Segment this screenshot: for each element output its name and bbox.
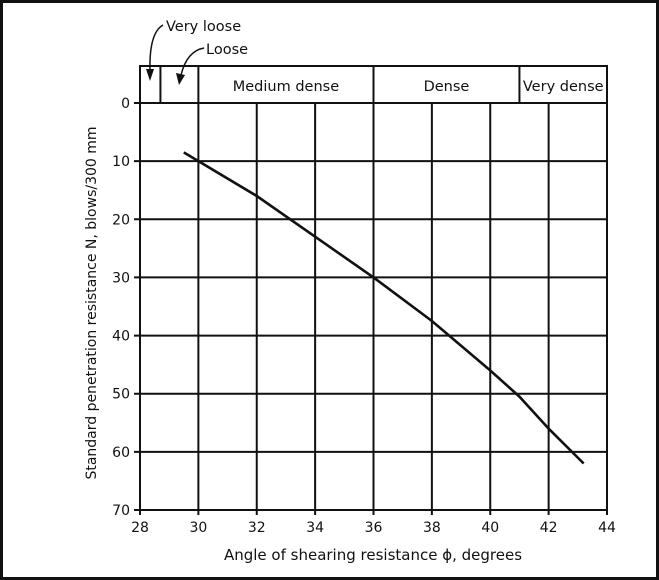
very-loose-arrow: [149, 24, 164, 72]
y-tick-label: 10: [112, 154, 130, 170]
y-tick-label: 50: [112, 387, 130, 403]
y-axis-label: Standard penetration resistance N, blows…: [84, 126, 100, 479]
zone-label: Medium dense: [233, 79, 339, 95]
y-tick-label: 60: [112, 445, 130, 461]
x-axis-label: Angle of shearing resistance ϕ, degrees: [224, 546, 522, 564]
x-tick-label: 44: [598, 520, 616, 536]
loose-arrow: [180, 47, 205, 76]
x-tick-label: 28: [131, 520, 149, 536]
x-tick-label: 30: [189, 520, 207, 536]
zone-label: Loose: [206, 42, 248, 58]
x-tick-label: 34: [306, 520, 324, 536]
x-tick-label: 36: [365, 520, 383, 536]
series-line: [183, 151, 585, 465]
x-tick-label: 42: [540, 520, 558, 536]
zone-label: Very loose: [166, 19, 241, 35]
x-tick-label: 32: [248, 520, 266, 536]
zone-label: Dense: [424, 79, 470, 95]
arrowhead-icon: [176, 73, 185, 85]
spt-phi-chart: Medium dense Dense Very dense Very loose Loo…: [84, 19, 616, 564]
arrowhead-icon: [146, 69, 154, 81]
y-tick-label: 30: [112, 270, 130, 286]
zone-label: Very dense: [523, 79, 604, 95]
y-tick-label: 20: [112, 212, 130, 228]
x-tick-label: 38: [423, 520, 441, 536]
y-tick-label: 0: [121, 96, 130, 112]
y-tick-label: 70: [112, 503, 130, 519]
x-tick-label: 40: [481, 520, 499, 536]
y-tick-label: 40: [112, 329, 130, 345]
